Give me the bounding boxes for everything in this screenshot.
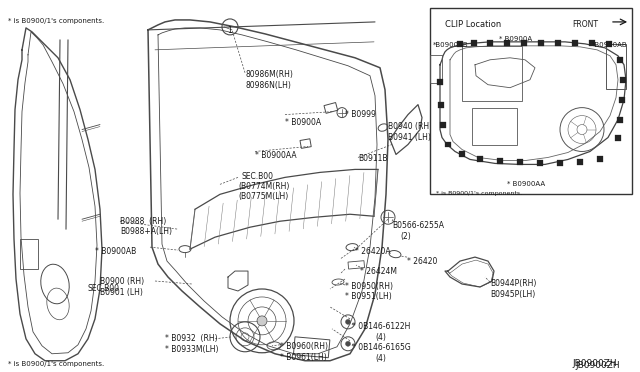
Bar [572,40,578,46]
Text: * B0961(LH): * B0961(LH) [280,353,327,362]
Circle shape [346,320,351,324]
Text: B0566-6255A: B0566-6255A [392,221,444,230]
Text: JB0900ZH: JB0900ZH [575,361,620,370]
Text: B0988+A(LH): B0988+A(LH) [120,227,172,236]
Text: (B0774M(RH): (B0774M(RH) [238,182,289,191]
Text: * B0951(LH): * B0951(LH) [345,292,392,301]
Bar [597,157,603,163]
Bar [497,158,503,164]
Bar [615,135,621,141]
Bar [300,139,311,148]
Circle shape [257,316,267,326]
Text: JB0900ZH: JB0900ZH [572,359,616,368]
Text: SEC.B00: SEC.B00 [88,284,120,293]
Text: FRONT: FRONT [572,20,598,29]
Text: * 26420: * 26420 [407,257,437,266]
Text: * B0900AA: * B0900AA [255,151,296,160]
Text: B0901 (LH): B0901 (LH) [100,288,143,297]
Text: * B0950(RH): * B0950(RH) [345,282,393,291]
Bar [617,57,623,63]
Bar [462,46,522,101]
Text: * B0900AA: * B0900AA [507,182,545,187]
Text: SEC.B00: SEC.B00 [242,172,274,182]
Bar [557,160,563,166]
Bar [293,337,330,358]
Text: B0940 (RH): B0940 (RH) [388,122,432,131]
Bar [620,77,626,83]
Text: * is B0900/1's components.: * is B0900/1's components. [8,361,104,367]
Bar [538,40,544,46]
Bar [471,40,477,46]
Bar [430,55,442,83]
Bar [555,40,561,46]
Bar [440,122,446,128]
Bar [348,261,365,269]
Bar [457,41,463,47]
Text: B0911B: B0911B [358,154,387,163]
Text: * B0900A: * B0900A [285,118,321,126]
Text: B0944P(RH): B0944P(RH) [490,279,536,288]
Bar [606,44,626,89]
Bar [437,79,443,85]
Bar [438,102,444,108]
Text: * B0932  (RH): * B0932 (RH) [165,334,218,343]
Bar [472,108,517,145]
Text: * is B0900/1's components.: * is B0900/1's components. [436,191,522,196]
Text: B0945P(LH): B0945P(LH) [490,290,535,299]
Bar [20,239,38,269]
Circle shape [346,341,351,346]
Text: (4): (4) [375,333,386,342]
Text: (4): (4) [375,354,386,363]
Text: B0941 (LH): B0941 (LH) [388,132,431,141]
Bar [619,97,625,103]
Text: (2): (2) [400,232,411,241]
Bar [430,8,632,194]
Bar [521,40,527,46]
Text: * B0900A: * B0900A [499,36,532,42]
Bar [517,160,523,166]
Text: * 0B146-6165G: * 0B146-6165G [352,343,411,352]
Bar [477,157,483,163]
Bar [589,40,595,46]
Bar [537,160,543,166]
Text: * B0900AB: * B0900AB [95,247,136,256]
Bar [617,116,623,122]
Bar [324,103,338,113]
Text: * 26424M: * 26424M [360,267,397,276]
Text: * is B0900/1's components.: * is B0900/1's components. [8,18,104,24]
Text: 80986M(RH): 80986M(RH) [245,70,293,79]
Text: *B0900AB: *B0900AB [433,42,468,48]
Text: 80986N(LH): 80986N(LH) [245,81,291,90]
Circle shape [222,19,238,35]
Text: *B0900AB: *B0900AB [592,42,628,48]
Text: 1: 1 [228,26,232,35]
Bar [606,41,612,47]
Bar [487,40,493,46]
Text: B0900 (RH): B0900 (RH) [100,277,144,286]
Text: (B0775M(LH): (B0775M(LH) [238,192,288,201]
Text: B0988  (RH): B0988 (RH) [120,217,166,226]
Text: * 0B146-6122H: * 0B146-6122H [352,322,410,331]
Text: * B0960(RH): * B0960(RH) [280,342,328,351]
Bar [445,141,451,147]
Text: * B0999: * B0999 [345,110,376,119]
Bar [459,151,465,157]
Bar [504,40,510,46]
Bar [577,160,583,166]
Text: CLIP Location: CLIP Location [445,20,501,29]
Text: * B0933M(LH): * B0933M(LH) [165,345,218,354]
Text: * 26420A: * 26420A [355,247,390,256]
